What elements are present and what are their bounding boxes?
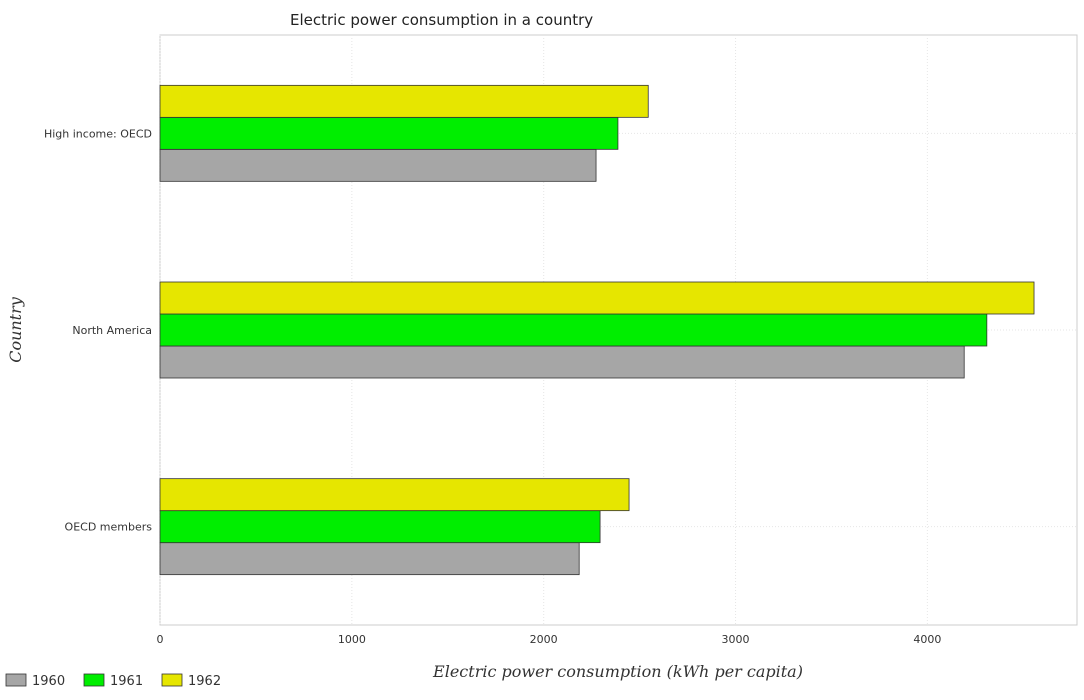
x-tick-label: 3000 bbox=[722, 633, 750, 646]
y-tick-label: OECD members bbox=[65, 521, 153, 534]
bar-1960-2 bbox=[160, 543, 579, 575]
bar-1961-0 bbox=[160, 117, 618, 149]
legend-label-1960: 1960 bbox=[32, 674, 65, 689]
bar-1962-1 bbox=[160, 282, 1034, 314]
legend: 1960 1961 1962 bbox=[6, 674, 221, 689]
bar-1962-0 bbox=[160, 85, 648, 117]
legend-swatch-1962 bbox=[162, 674, 182, 686]
x-tick-label: 0 bbox=[157, 633, 164, 646]
y-tick-label: North America bbox=[72, 324, 152, 337]
legend-swatch-1961 bbox=[84, 674, 104, 686]
x-tick-labels: 0 1000 2000 3000 4000 bbox=[157, 633, 942, 646]
x-tick-label: 4000 bbox=[913, 633, 941, 646]
bar-1960-0 bbox=[160, 149, 596, 181]
y-axis-label: Country bbox=[6, 296, 25, 363]
bar-1961-2 bbox=[160, 511, 600, 543]
bar-1960-1 bbox=[160, 346, 964, 378]
legend-swatch-1960 bbox=[6, 674, 26, 686]
x-tick-label: 1000 bbox=[338, 633, 366, 646]
y-tick-labels: High income: OECD North America OECD membe… bbox=[44, 127, 152, 533]
legend-label-1961: 1961 bbox=[110, 674, 143, 689]
legend-label-1962: 1962 bbox=[188, 674, 221, 689]
y-tick-label: High income: OECD bbox=[44, 127, 152, 140]
bar-1962-2 bbox=[160, 479, 629, 511]
x-tick-label: 2000 bbox=[530, 633, 558, 646]
chart-title: Electric power consumption in a country bbox=[290, 11, 593, 29]
x-axis-label: Electric power consumption (kWh per capi… bbox=[432, 662, 803, 681]
bar-1961-1 bbox=[160, 314, 987, 346]
